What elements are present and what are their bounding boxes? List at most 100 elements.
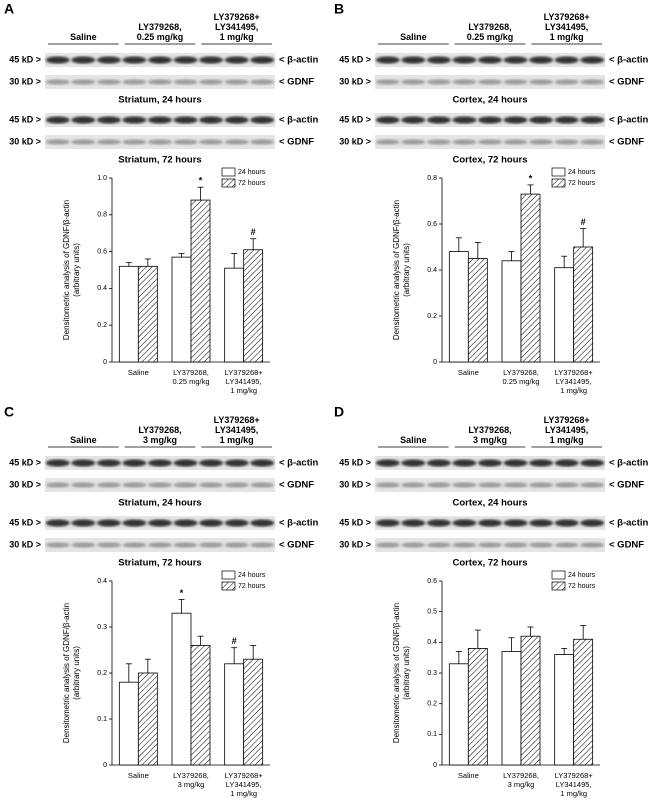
blot-band bbox=[477, 79, 503, 85]
bar bbox=[243, 658, 264, 766]
blot-band bbox=[529, 459, 554, 467]
blot-band bbox=[122, 519, 147, 527]
blot-band bbox=[224, 459, 249, 467]
blot-marker: 45 kD > bbox=[9, 457, 41, 467]
x-tick-label-box: LY379268+ LY341495, 1 mg/kg bbox=[555, 368, 593, 395]
blot-band bbox=[96, 459, 121, 467]
blot-band-label: < β-actin bbox=[609, 115, 649, 126]
bar bbox=[118, 265, 139, 363]
blot-band bbox=[503, 519, 528, 527]
blot-band bbox=[147, 542, 173, 548]
blot-band bbox=[173, 139, 198, 145]
legend-swatch bbox=[551, 167, 566, 177]
y-tick-label: 0.6 bbox=[97, 248, 107, 255]
x-tick-label-box: LY379268, 0.25 mg/kg bbox=[502, 368, 539, 386]
legend-swatch bbox=[221, 581, 236, 591]
blot-band bbox=[250, 139, 275, 145]
blot-band-label: < GDNF bbox=[279, 540, 314, 551]
group-label-box: LY379268+ LY341495, 1 mg/kg bbox=[544, 12, 590, 42]
blot-band bbox=[452, 542, 477, 548]
blot-caption: Striatum, 24 hours bbox=[118, 95, 201, 106]
legend-label: 24 hours bbox=[568, 169, 596, 176]
blot-band bbox=[503, 482, 528, 488]
x-tick-label: Saline bbox=[457, 368, 479, 377]
group-label: LY379268+ LY341495, 1 mg/kg bbox=[543, 415, 590, 445]
blot-caption: Cortex, 24 hours bbox=[453, 498, 528, 509]
y-tick-label: 0.3 bbox=[427, 670, 437, 677]
annotation: * bbox=[199, 176, 203, 186]
y-tick-label: 0.3 bbox=[97, 624, 107, 631]
y-tick-label: 0.5 bbox=[427, 609, 437, 616]
bar bbox=[520, 193, 541, 363]
blot-band bbox=[529, 519, 554, 527]
blot-band bbox=[375, 139, 400, 145]
blot-band bbox=[426, 459, 451, 467]
blot-band bbox=[426, 56, 451, 64]
group-label: LY379268, 3 mg/kg bbox=[138, 425, 182, 445]
y-axis-label: Densitometric analysis of GDNF/β-actin (… bbox=[392, 199, 411, 341]
blot-band-label: < GDNF bbox=[279, 77, 314, 88]
legend-swatch bbox=[221, 167, 236, 177]
y-axis-label-box: Densitometric analysis of GDNF/β-actin (… bbox=[392, 199, 411, 341]
panel: D Saline LY379268, 3 mg/kg LY379268+ LY3414… bbox=[334, 404, 649, 798]
blot-band bbox=[71, 56, 96, 64]
blot-band bbox=[147, 482, 173, 488]
blot-band bbox=[375, 116, 400, 124]
blot-band bbox=[173, 79, 198, 85]
blot-band bbox=[122, 116, 147, 124]
blot-band bbox=[122, 79, 147, 85]
y-tick-label: 0.2 bbox=[97, 670, 107, 677]
y-axis-label-box: Densitometric analysis of GDNF/β-actin (… bbox=[392, 603, 411, 743]
blot-band bbox=[477, 482, 503, 488]
blot-band bbox=[477, 116, 503, 124]
blot-band bbox=[401, 519, 426, 527]
group-label-box: Saline bbox=[70, 32, 97, 42]
bar bbox=[118, 681, 139, 766]
legend-swatch bbox=[221, 570, 236, 580]
blot-band bbox=[503, 79, 528, 85]
blot-marker: 45 kD > bbox=[9, 114, 41, 124]
blot-band bbox=[71, 79, 96, 85]
y-axis-label: Densitometric analysis of GDNF/β-actin (… bbox=[62, 602, 81, 744]
y-tick-label: 0.4 bbox=[427, 267, 437, 274]
group-label: Saline bbox=[400, 32, 427, 42]
x-tick-label: LY379268, 3 mg/kg bbox=[173, 771, 209, 789]
y-tick-label: 0.4 bbox=[97, 578, 107, 585]
bar bbox=[520, 635, 541, 766]
bar bbox=[190, 644, 211, 766]
blot-band bbox=[554, 79, 579, 85]
blot-band bbox=[224, 542, 249, 548]
blot-marker: 30 kD > bbox=[339, 539, 371, 549]
legend-swatch bbox=[551, 581, 566, 591]
group-label: Saline bbox=[70, 32, 97, 42]
blot-band bbox=[554, 459, 579, 467]
panel-label: A bbox=[4, 1, 14, 17]
x-tick-label-box: LY379268, 0.25 mg/kg bbox=[172, 368, 209, 386]
blot-caption: Striatum, 72 hours bbox=[118, 558, 201, 569]
blot-band bbox=[122, 459, 147, 467]
blot-band bbox=[477, 542, 503, 548]
blot-band bbox=[45, 519, 70, 527]
blot-band bbox=[45, 116, 70, 124]
group-label: Saline bbox=[70, 435, 97, 445]
blot-band bbox=[71, 482, 96, 488]
blot-band bbox=[529, 116, 554, 124]
blot-band bbox=[452, 139, 477, 145]
blot-band bbox=[477, 56, 503, 64]
blot-band bbox=[224, 139, 249, 145]
blot-band bbox=[96, 56, 121, 64]
bar bbox=[467, 648, 488, 766]
blot-band bbox=[529, 542, 554, 548]
blot-band bbox=[452, 116, 477, 124]
blot-caption: Cortex, 24 hours bbox=[453, 95, 528, 106]
group-label-box: Saline bbox=[400, 435, 427, 445]
blot-band bbox=[580, 56, 605, 64]
x-tick-label: LY379268+ LY341495, 1 mg/kg bbox=[224, 771, 263, 798]
y-tick-label: 0.8 bbox=[97, 212, 107, 219]
blot-band bbox=[71, 519, 96, 527]
blot-band bbox=[122, 482, 147, 488]
blot-band-label: < GDNF bbox=[609, 77, 644, 88]
bar bbox=[171, 612, 192, 766]
blot-band bbox=[554, 139, 579, 145]
blot-marker: 45 kD > bbox=[339, 114, 371, 124]
